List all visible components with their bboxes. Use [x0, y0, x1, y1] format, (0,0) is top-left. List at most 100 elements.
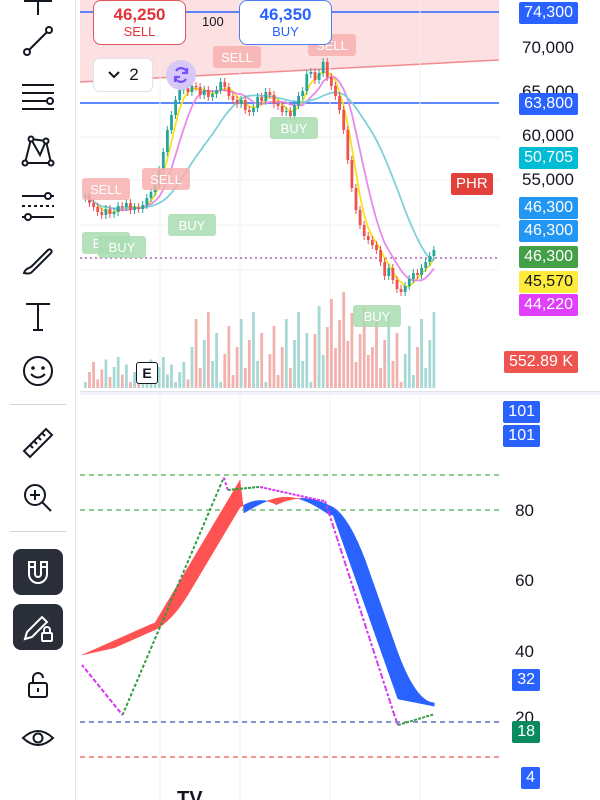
osc-ribbon-segment: [373, 583, 378, 642]
candle-body: [297, 96, 300, 105]
pattern-tool[interactable]: [13, 128, 63, 174]
horizontal-lines-tool[interactable]: [13, 73, 63, 119]
candle-body: [358, 210, 362, 225]
osc-ribbon-segment: [381, 606, 386, 665]
candle-body: [223, 82, 227, 87]
volume-bar: [289, 368, 292, 388]
volume-bar: [272, 326, 276, 388]
emoji-tool[interactable]: [13, 348, 63, 394]
volume-bar: [358, 334, 362, 388]
candle-body: [166, 130, 169, 152]
volume-bar: [215, 333, 218, 388]
osc-label-value: 32: [512, 669, 540, 691]
osc-ribbon-segment: [85, 651, 91, 655]
candle-body: [256, 97, 259, 108]
oscillator-pane[interactable]: [80, 395, 600, 800]
horizontal-lines-icon: [22, 84, 54, 110]
osc-ribbon-segment: [122, 634, 127, 645]
volume-bar: [125, 364, 128, 388]
buy-signal[interactable]: BUY: [168, 214, 216, 236]
buy-signal[interactable]: BUY: [98, 236, 146, 258]
volume-bar: [354, 362, 358, 388]
volume-bar: [112, 367, 116, 388]
measure-tool[interactable]: [13, 420, 63, 466]
buy-signal[interactable]: BUY: [270, 117, 318, 139]
volume-bar: [330, 299, 333, 388]
volume-bar: [301, 361, 305, 388]
fib-tool[interactable]: [13, 183, 63, 229]
osc-axis-tick: 80: [515, 501, 534, 520]
candle-body: [371, 240, 374, 245]
volume-bar: [412, 375, 415, 388]
osc-ribbon-segment: [405, 672, 411, 702]
lock-drawing-tool[interactable]: [13, 604, 63, 650]
trend-line-tool[interactable]: [13, 18, 63, 64]
interval-selector[interactable]: 2: [93, 58, 153, 92]
candle-body: [96, 207, 100, 212]
osc-ribbon-segment: [203, 533, 208, 570]
text-tool[interactable]: [13, 293, 63, 339]
osc-ribbon-segment: [97, 645, 103, 652]
earnings-event-marker[interactable]: E: [136, 362, 158, 384]
tradingview-logo: TV: [177, 788, 203, 800]
osc-ribbon-segment: [312, 499, 318, 508]
volume-bar: [239, 319, 243, 388]
osc-ribbon-segment: [150, 622, 156, 632]
sell-signal[interactable]: SELL: [142, 168, 190, 190]
cursor-tool[interactable]: [13, 0, 63, 24]
hide-tool[interactable]: [13, 715, 63, 761]
osc-ribbon-segment: [251, 500, 257, 509]
osc-ribbon-segment: [243, 502, 249, 514]
osc-ribbon-segment: [195, 547, 200, 584]
sell-button[interactable]: 46,250 SELL: [93, 0, 186, 45]
osc-ribbon-segment: [361, 550, 366, 608]
osc-ribbon-segment: [93, 647, 99, 653]
buy-signal[interactable]: BUY: [353, 305, 401, 327]
candle-body: [264, 92, 268, 101]
osc-ribbon-segment: [320, 501, 326, 513]
osc-ribbon-segment: [304, 498, 310, 503]
volume-bar: [420, 319, 423, 388]
sell-signal[interactable]: SELL: [82, 178, 130, 200]
osc-ribbon-segment: [389, 629, 395, 688]
osc-ribbon-segment: [130, 631, 135, 641]
osc-ribbon-segment: [276, 497, 281, 506]
candle-body: [227, 87, 231, 96]
volume-bar: [161, 357, 165, 388]
volume-bar: [371, 347, 374, 388]
candle-body: [198, 87, 202, 95]
osc-ribbon-segment: [134, 629, 139, 640]
interval-value: 2: [129, 65, 139, 84]
zoom-tool[interactable]: [13, 475, 63, 521]
candle-body: [92, 203, 95, 207]
trend-line-icon: [23, 26, 53, 56]
osc-ribbon-segment: [284, 496, 289, 502]
magnet-tool[interactable]: [13, 549, 63, 595]
volume-bar: [342, 292, 346, 388]
osc-ribbon-segment: [89, 649, 95, 654]
volume-bar: [375, 319, 378, 388]
volume-bar: [260, 333, 264, 388]
sell-label: SELL: [123, 24, 156, 39]
candle-body: [387, 268, 391, 276]
price-axis-tick: 60,000: [522, 126, 574, 145]
refresh-button[interactable]: [166, 60, 196, 90]
crosshair-icon: [24, 0, 52, 15]
osc-fast-line-up: [121, 477, 435, 726]
chart-area[interactable]: SELL SELL SELL SELL BUY BUY BUY BUY BUY 46,250 S…: [80, 0, 600, 800]
buy-button[interactable]: 46,350 BUY: [239, 0, 332, 45]
sell-signal[interactable]: SELL: [213, 46, 261, 68]
price-label-ma-long: 50,705: [519, 147, 578, 169]
pane-divider[interactable]: [80, 391, 600, 395]
signal-markers: SELLSELLSELLSELLBUYBUYBUYBUYBUY: [82, 34, 401, 327]
volume-bar: [202, 340, 206, 388]
price-label-ma-pink: 44,220: [519, 294, 578, 316]
osc-ribbon-segment: [170, 588, 176, 618]
price-pane[interactable]: SELL SELL SELL SELL BUY BUY BUY BUY BUY: [80, 0, 600, 391]
symbol-tag: PHR: [451, 173, 493, 195]
volume-bar: [252, 312, 255, 388]
candle-body: [108, 209, 112, 214]
brush-tool[interactable]: [13, 238, 63, 284]
lock-all-tool[interactable]: [13, 662, 63, 708]
volume-label: 552.89 K: [503, 351, 578, 373]
